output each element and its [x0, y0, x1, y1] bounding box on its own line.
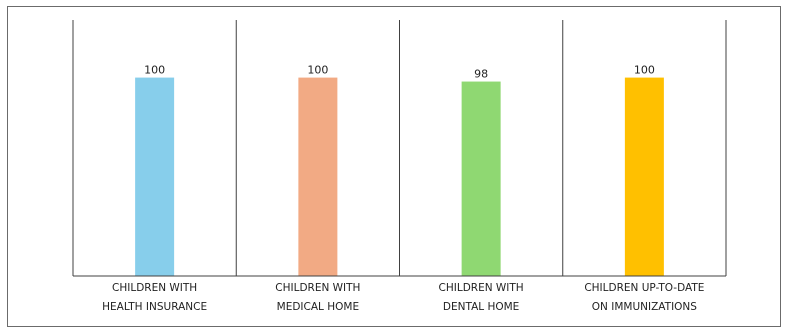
category-label-3-line-2: DENTAL HOME: [443, 301, 519, 313]
category-label-1-line-1: CHILDREN WITH: [112, 282, 197, 294]
category-separators: [72, 20, 727, 276]
value-label-4: 100: [634, 64, 655, 77]
category-label-2-line-1: CHILDREN WITH: [275, 282, 360, 294]
value-label-3: 98: [474, 68, 488, 81]
category-label-3-line-1: CHILDREN WITH: [439, 282, 524, 294]
category-label-4-line-2: ON IMMUNIZATIONS: [592, 301, 697, 313]
chart-frame: [7, 6, 781, 327]
bar-1: [135, 77, 175, 276]
value-label-1: 100: [144, 64, 165, 77]
bar-4: [624, 77, 664, 276]
bar-2: [298, 77, 338, 276]
value-labels-group: 100 100 98 100: [144, 64, 655, 81]
category-label-1-line-2: HEALTH INSURANCE: [102, 301, 207, 313]
category-labels-group: CHILDREN WITH HEALTH INSURANCE CHILDREN WI…: [102, 282, 704, 313]
category-label-2-line-2: MEDICAL HOME: [277, 301, 359, 313]
value-label-2: 100: [307, 64, 328, 77]
category-label-4-line-1: CHILDREN UP-TO-DATE: [584, 282, 704, 294]
bar-3: [461, 81, 501, 276]
bars-group: [135, 77, 664, 276]
